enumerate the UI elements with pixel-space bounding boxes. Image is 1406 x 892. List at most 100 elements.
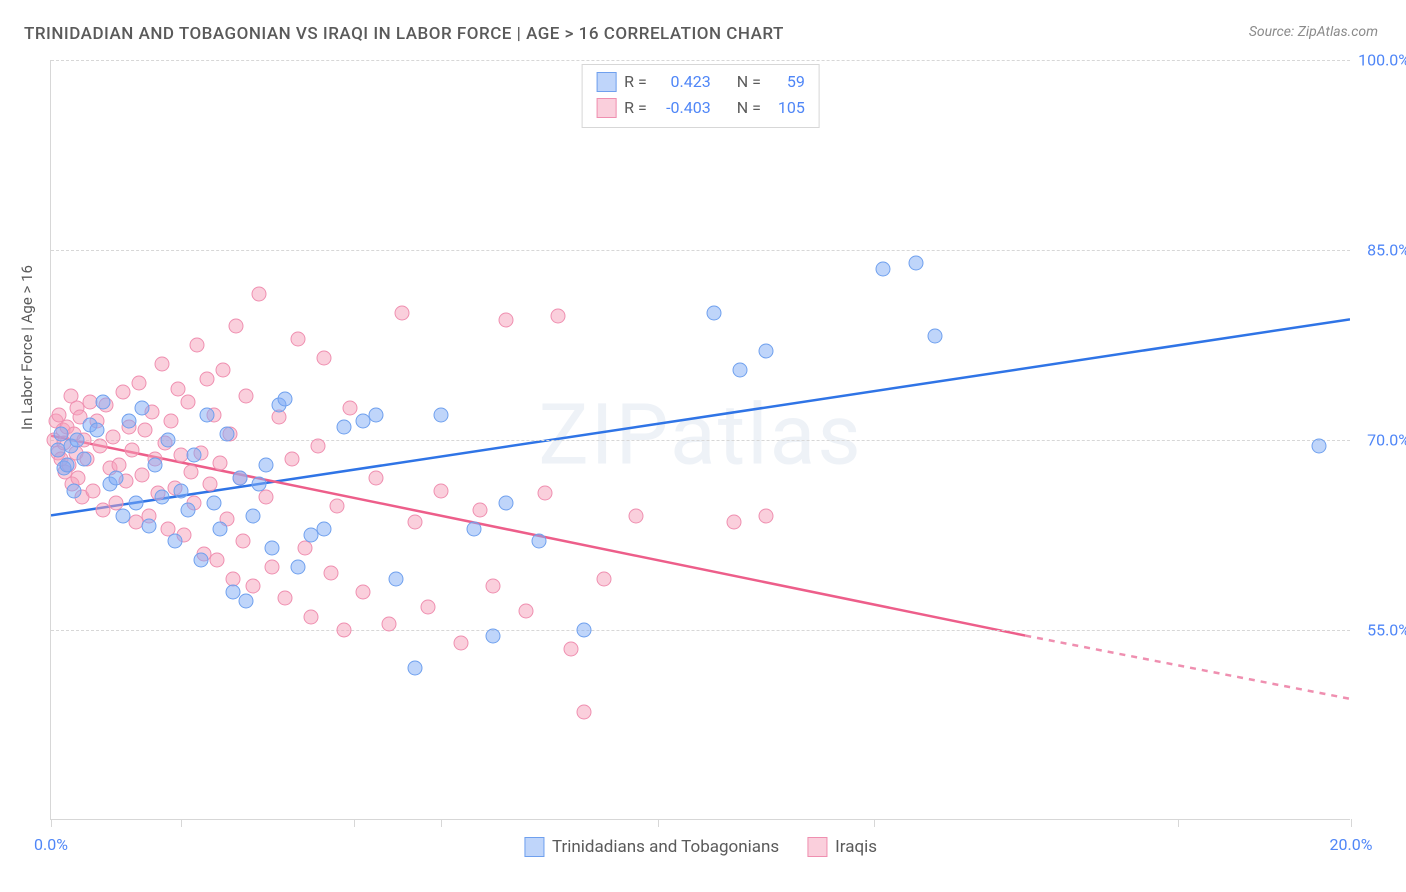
data-point — [518, 604, 533, 619]
data-point — [265, 540, 280, 555]
data-point — [629, 509, 644, 524]
data-point — [154, 357, 169, 372]
x-tick-label: 0.0% — [34, 835, 68, 854]
data-point — [434, 483, 449, 498]
data-point — [216, 363, 231, 378]
data-point — [284, 452, 299, 467]
gridline — [51, 440, 1350, 441]
chart-title: TRINIDADIAN AND TOBAGONIAN VS IRAQI IN L… — [24, 24, 784, 44]
data-point — [125, 443, 140, 458]
x-tick — [874, 819, 875, 827]
data-point — [92, 439, 107, 454]
data-point — [330, 498, 345, 513]
data-point — [89, 422, 104, 437]
data-point — [200, 407, 215, 422]
gridline — [51, 630, 1350, 631]
data-point — [105, 430, 120, 445]
data-point — [229, 319, 244, 334]
legend-swatch — [524, 837, 544, 857]
data-point — [707, 306, 722, 321]
x-tick-label: 20.0% — [1330, 835, 1373, 854]
x-tick — [658, 819, 659, 827]
x-tick — [1351, 819, 1352, 827]
data-point — [278, 591, 293, 606]
data-point — [187, 448, 202, 463]
legend-correlation: R =0.423N =59R =-0.403N =105 — [581, 64, 820, 128]
data-point — [96, 395, 111, 410]
legend-item: Trinidadians and Tobagonians — [524, 837, 779, 857]
r-label: R = — [624, 95, 647, 121]
data-point — [252, 477, 267, 492]
y-tick-label: 55.0% — [1367, 621, 1406, 640]
data-point — [141, 519, 156, 534]
data-point — [759, 509, 774, 524]
data-point — [369, 407, 384, 422]
data-point — [466, 521, 481, 536]
data-point — [596, 572, 611, 587]
data-point — [408, 515, 423, 530]
data-point — [421, 600, 436, 615]
legend-swatch — [807, 837, 827, 857]
data-point — [213, 521, 228, 536]
x-tick — [1178, 819, 1179, 827]
data-point — [499, 312, 514, 327]
plot-area: ZIPatlas R =0.423N =59R =-0.403N =105 Tr… — [50, 60, 1350, 820]
data-point — [239, 593, 254, 608]
data-point — [577, 705, 592, 720]
gridline — [51, 60, 1350, 61]
data-point — [206, 496, 221, 511]
legend-row: R =0.423N =59 — [596, 69, 805, 95]
data-point — [291, 331, 306, 346]
data-point — [531, 534, 546, 549]
data-point — [164, 414, 179, 429]
data-point — [564, 642, 579, 657]
n-value: 59 — [769, 69, 805, 95]
data-point — [395, 306, 410, 321]
data-point — [161, 433, 176, 448]
data-point — [232, 471, 247, 486]
x-tick — [441, 819, 442, 827]
data-point — [408, 661, 423, 676]
data-point — [135, 401, 150, 416]
data-point — [733, 363, 748, 378]
legend-swatch — [596, 98, 616, 118]
data-point — [538, 486, 553, 501]
data-point — [235, 534, 250, 549]
data-point — [209, 553, 224, 568]
data-point — [499, 496, 514, 511]
data-point — [245, 578, 260, 593]
data-point — [174, 483, 189, 498]
data-point — [193, 553, 208, 568]
gridline — [51, 250, 1350, 251]
data-point — [369, 471, 384, 486]
data-point — [317, 350, 332, 365]
data-point — [200, 372, 215, 387]
legend-row: R =-0.403N =105 — [596, 95, 805, 121]
data-point — [434, 407, 449, 422]
y-tick-label: 100.0% — [1358, 51, 1406, 70]
r-value: -0.403 — [655, 95, 711, 121]
legend-label: Iraqis — [835, 837, 877, 857]
watermark: ZIPatlas — [538, 385, 862, 484]
data-point — [76, 452, 91, 467]
data-point — [128, 496, 143, 511]
data-point — [323, 566, 338, 581]
data-point — [317, 521, 332, 536]
data-point — [356, 585, 371, 600]
legend-item: Iraqis — [807, 837, 877, 857]
data-point — [278, 392, 293, 407]
x-tick — [51, 819, 52, 827]
data-point — [60, 458, 75, 473]
data-point — [928, 329, 943, 344]
data-point — [336, 420, 351, 435]
data-point — [486, 629, 501, 644]
data-point — [115, 509, 130, 524]
data-point — [122, 414, 137, 429]
data-point — [167, 534, 182, 549]
r-value: 0.423 — [655, 69, 711, 95]
data-point — [245, 509, 260, 524]
n-label: N = — [737, 69, 761, 95]
data-point — [252, 287, 267, 302]
data-point — [66, 483, 81, 498]
data-point — [183, 464, 198, 479]
